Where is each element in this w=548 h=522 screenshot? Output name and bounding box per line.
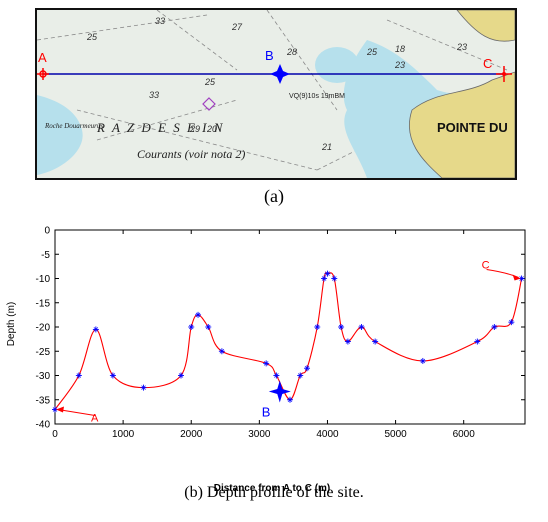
diamond-marker [202, 97, 216, 111]
x-tick-label-2: 2000 [180, 429, 203, 440]
sounding-5: 23 [456, 42, 467, 52]
data-point-2 [92, 326, 99, 333]
data-point-1 [75, 372, 82, 379]
x-tick-label-6: 6000 [453, 429, 476, 440]
data-point-12 [287, 396, 293, 403]
data-point-25 [491, 324, 498, 330]
currents-note: Courants (voir nota 2) [137, 147, 245, 161]
point-b-marker [270, 64, 290, 84]
data-point-23 [419, 357, 426, 364]
point-a-label: A [38, 50, 47, 65]
data-point-5 [178, 372, 185, 379]
data-point-19 [338, 324, 345, 330]
sounding-3: 27 [231, 22, 243, 32]
highlight-star-b [268, 380, 291, 403]
sounding-8: 28 [286, 47, 297, 57]
data-point-3 [109, 372, 116, 379]
data-point-24 [474, 338, 481, 345]
sounding-12: 29 [189, 124, 200, 134]
y-tick-label-2: -10 [36, 274, 51, 285]
data-point-13 [297, 372, 304, 379]
x-tick-label-4: 4000 [316, 429, 339, 440]
data-point-20 [344, 338, 351, 345]
depth-soundings: 33 25 27 33 23 25 23 28 25 18 21 29 20 [86, 16, 467, 152]
data-point-16 [321, 275, 328, 282]
data-point-8 [205, 324, 212, 330]
data-point-17 [324, 270, 331, 277]
cape-label: POINTE DU [437, 120, 508, 135]
data-point-10 [263, 360, 270, 367]
sounding-13: 20 [206, 124, 217, 134]
sounding-1: 33 [155, 16, 165, 26]
y-tick-label-4: -20 [36, 323, 51, 334]
y-tick-label-7: -35 [36, 395, 51, 406]
y-tick-label-1: -5 [41, 250, 50, 261]
sounding-9: 25 [366, 47, 378, 57]
chart-annotations: A B C [56, 260, 521, 424]
sounding-10: 18 [395, 44, 405, 54]
region-label: R A Z D E S E I N [96, 120, 224, 135]
map-drawing: 33 25 27 33 23 25 23 28 25 18 21 29 20 R… [37, 10, 515, 178]
sounding-2: 25 [86, 32, 98, 42]
y-tick-label-6: -30 [36, 371, 51, 382]
sounding-6: 25 [204, 77, 216, 87]
data-point-9 [218, 348, 225, 355]
series-line-0 [54, 272, 523, 410]
data-point-22 [372, 338, 379, 345]
caption-b: (b) Depth profile of the site. [184, 484, 364, 501]
chart-axes: 0 1000 2000 3000 4000 5000 6000 0 -5 -10 -15 -20 -25… [36, 226, 526, 440]
y-tick-label-8: -40 [36, 420, 51, 431]
x-tick-label-3: 3000 [248, 429, 271, 440]
x-tick-label-0: 0 [52, 429, 58, 440]
annotation-a: A [91, 412, 99, 424]
data-point-7 [195, 311, 202, 318]
data-point-27 [518, 275, 525, 282]
light-label: VQ(9)10s 19mBM [289, 93, 345, 100]
data-point-15 [314, 324, 321, 330]
point-a-marker [37, 68, 49, 80]
rock-label: Roche Douarmeurus [44, 122, 103, 130]
annotation-b: B [262, 405, 271, 420]
data-point-6 [188, 324, 195, 330]
chart-series [52, 270, 525, 413]
depth-profile-chart: 0 1000 2000 3000 4000 5000 6000 0 -5 -10 -15 -20 -25… [6, 226, 526, 494]
data-point-11 [273, 372, 280, 379]
data-point-26 [508, 319, 515, 326]
sounding-7: 23 [394, 60, 405, 70]
data-point-21 [358, 324, 365, 330]
x-tick-label-5: 5000 [384, 429, 407, 440]
x-tick-label-1: 1000 [112, 429, 135, 440]
arrow-a-head [56, 406, 64, 413]
caption-a: (a) [264, 186, 284, 206]
sounding-4: 33 [149, 90, 159, 100]
y-tick-label-0: 0 [44, 226, 50, 237]
y-tick-label-5: -25 [36, 347, 51, 358]
arrow-a-line [57, 408, 96, 416]
x-axis-label: Distance from A to C (m) [214, 483, 331, 494]
sounding-11: 21 [321, 142, 332, 152]
data-point-18 [331, 275, 338, 282]
nautical-map: 33 25 27 33 23 25 23 28 25 18 21 29 20 R… [35, 8, 517, 180]
y-tick-label-3: -15 [36, 298, 51, 309]
point-c-label: C [483, 56, 492, 71]
data-point-4 [140, 384, 147, 391]
y-axis-label: Depth (m) [6, 302, 17, 346]
point-c-marker [496, 66, 512, 82]
plot-frame [54, 229, 526, 425]
arrow-c-head [512, 274, 521, 281]
annotation-c: C [482, 260, 490, 272]
data-point-14 [304, 365, 311, 372]
point-b-label: B [265, 48, 274, 63]
